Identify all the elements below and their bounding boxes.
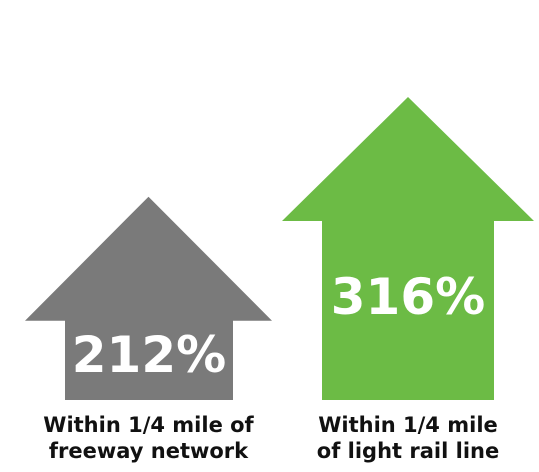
category-label-1-line-1: Within 1/4 mile of [43,413,254,437]
value-label-2: 316% [331,268,485,326]
arrow-bar-1 [25,196,272,400]
category-label-1-line-2: freeway network [49,439,249,463]
arrow-bar-2 [282,97,534,400]
category-label-2-line-1: Within 1/4 mile [318,413,498,437]
category-label-2-line-2: of light rail line [317,439,499,463]
value-label-1: 212% [72,326,226,384]
